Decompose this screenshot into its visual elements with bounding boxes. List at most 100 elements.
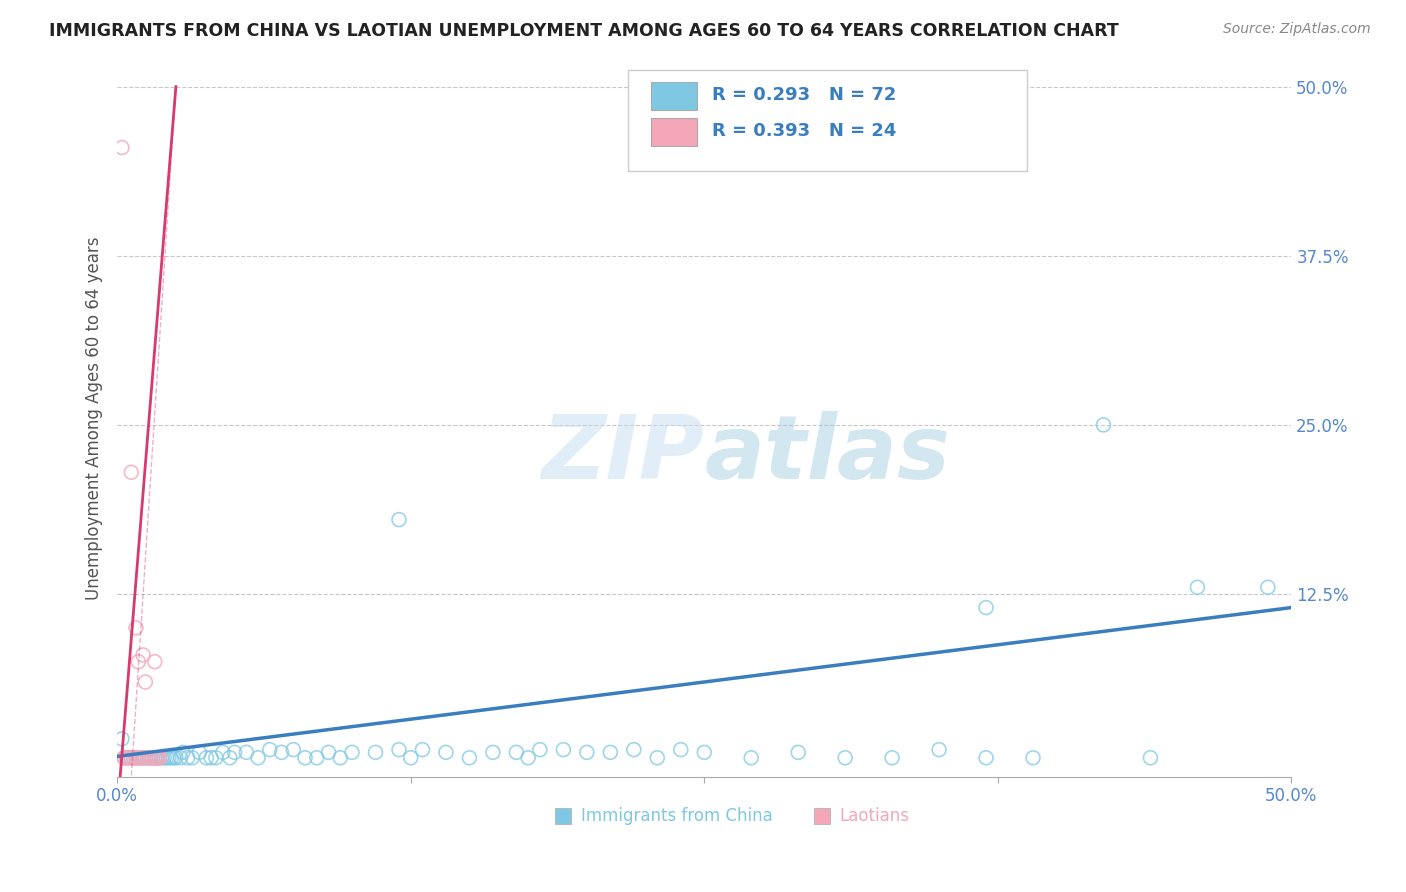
- Point: [305, 751, 328, 765]
- Point: [143, 751, 166, 765]
- Point: [388, 513, 411, 527]
- Point: [974, 751, 997, 765]
- Point: [1257, 580, 1279, 594]
- Point: [112, 751, 135, 765]
- Point: [212, 745, 235, 759]
- Point: [740, 751, 762, 765]
- Text: IMMIGRANTS FROM CHINA VS LAOTIAN UNEMPLOYMENT AMONG AGES 60 TO 64 YEARS CORRELAT: IMMIGRANTS FROM CHINA VS LAOTIAN UNEMPLO…: [49, 22, 1119, 40]
- Point: [434, 745, 457, 759]
- Point: [122, 751, 145, 765]
- Point: [172, 745, 194, 759]
- Point: [669, 742, 692, 756]
- Point: [411, 742, 433, 756]
- Point: [623, 742, 645, 756]
- Point: [132, 648, 155, 662]
- Point: [169, 751, 191, 765]
- Point: [132, 751, 155, 765]
- Point: [195, 751, 218, 765]
- Point: [141, 751, 163, 765]
- Point: [482, 745, 505, 759]
- Point: [148, 751, 170, 765]
- Point: [125, 751, 148, 765]
- Y-axis label: Unemployment Among Ages 60 to 64 years: Unemployment Among Ages 60 to 64 years: [86, 236, 103, 600]
- Point: [200, 751, 222, 765]
- Point: [599, 745, 621, 759]
- Point: [160, 751, 183, 765]
- Point: [787, 745, 810, 759]
- Point: [148, 751, 170, 765]
- Point: [247, 751, 270, 765]
- Text: R = 0.393   N = 24: R = 0.393 N = 24: [713, 122, 897, 140]
- Point: [120, 751, 142, 765]
- Point: [129, 751, 152, 765]
- Point: [224, 745, 246, 759]
- Point: [157, 751, 180, 765]
- Text: Immigrants from China: Immigrants from China: [581, 807, 773, 825]
- Point: [143, 655, 166, 669]
- Point: [127, 655, 149, 669]
- Point: [318, 745, 340, 759]
- FancyBboxPatch shape: [651, 118, 697, 145]
- Point: [118, 751, 141, 765]
- Point: [150, 751, 173, 765]
- Point: [1139, 751, 1161, 765]
- Point: [146, 751, 169, 765]
- Point: [139, 751, 162, 765]
- Point: [1022, 751, 1045, 765]
- Point: [125, 751, 148, 765]
- Text: Source: ZipAtlas.com: Source: ZipAtlas.com: [1223, 22, 1371, 37]
- Point: [645, 751, 668, 765]
- FancyBboxPatch shape: [651, 82, 697, 110]
- Point: [146, 751, 169, 765]
- Point: [575, 745, 598, 759]
- Point: [388, 742, 411, 756]
- Point: [134, 675, 156, 690]
- Point: [143, 751, 166, 765]
- Point: [120, 465, 142, 479]
- Point: [294, 751, 316, 765]
- Point: [141, 751, 163, 765]
- Point: [136, 751, 159, 765]
- Point: [132, 751, 155, 765]
- Point: [399, 751, 422, 765]
- Text: atlas: atlas: [704, 410, 950, 498]
- Point: [882, 751, 904, 765]
- Point: [364, 745, 387, 759]
- Point: [153, 751, 176, 765]
- Point: [270, 745, 292, 759]
- Point: [553, 742, 575, 756]
- Point: [505, 745, 527, 759]
- Point: [125, 621, 148, 635]
- Point: [111, 731, 134, 746]
- Point: [165, 751, 187, 765]
- Point: [155, 751, 177, 765]
- Point: [127, 751, 149, 765]
- Point: [928, 742, 950, 756]
- Point: [340, 745, 363, 759]
- Text: ZIP: ZIP: [541, 410, 704, 498]
- Point: [162, 751, 184, 765]
- Point: [127, 751, 149, 765]
- Point: [458, 751, 481, 765]
- Point: [219, 751, 242, 765]
- Point: [136, 751, 159, 765]
- Point: [181, 751, 204, 765]
- Point: [112, 751, 135, 765]
- Point: [134, 751, 156, 765]
- Point: [146, 751, 169, 765]
- Point: [176, 751, 198, 765]
- Point: [148, 751, 170, 765]
- Point: [118, 751, 141, 765]
- Text: Laotians: Laotians: [839, 807, 910, 825]
- Point: [115, 751, 138, 765]
- Point: [235, 745, 257, 759]
- Point: [122, 751, 145, 765]
- Point: [693, 745, 716, 759]
- Point: [120, 751, 142, 765]
- Text: R = 0.293   N = 72: R = 0.293 N = 72: [713, 87, 897, 104]
- Point: [517, 751, 540, 765]
- Point: [115, 751, 138, 765]
- Point: [1187, 580, 1209, 594]
- Point: [1092, 417, 1115, 432]
- Point: [259, 742, 281, 756]
